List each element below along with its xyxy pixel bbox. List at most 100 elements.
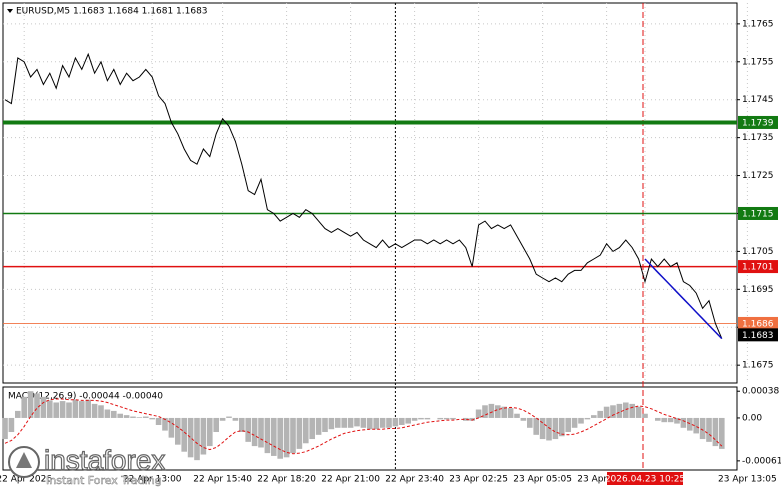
macd-bar bbox=[91, 403, 98, 418]
macd-bar bbox=[386, 417, 392, 428]
macd-bar bbox=[635, 406, 642, 418]
chart-title: EURUSD,M5 1.1683 1.1684 1.1681 1.1683 bbox=[16, 7, 208, 17]
macd-bar bbox=[117, 413, 123, 418]
macd-bar bbox=[309, 417, 315, 440]
x-tick-label: 22 Apr 18:20 bbox=[257, 475, 316, 485]
macd-bar bbox=[149, 417, 155, 420]
macd-bar bbox=[53, 402, 59, 418]
macd-bar bbox=[533, 417, 539, 435]
macd-bar bbox=[610, 405, 616, 418]
y-tick-label: 1.1695 bbox=[742, 285, 774, 295]
macd-bar bbox=[104, 409, 111, 418]
x-tick-label: 23 Apr 07:45 bbox=[577, 475, 636, 485]
x-tick-label: 22 Apr 15:40 bbox=[193, 475, 252, 485]
macd-bar bbox=[245, 417, 251, 442]
level-label-box bbox=[738, 206, 778, 220]
x-tick-label: 22 Apr 21:00 bbox=[321, 475, 380, 485]
macd-bar bbox=[143, 416, 149, 418]
macd-bar bbox=[443, 417, 450, 420]
macd-bar bbox=[424, 417, 431, 420]
macd-bar bbox=[642, 413, 648, 418]
level-label-box bbox=[738, 328, 778, 342]
macd-bar bbox=[379, 417, 386, 428]
macd-bar bbox=[469, 417, 475, 421]
macd-bar bbox=[98, 405, 104, 418]
macd-bar bbox=[501, 406, 507, 418]
macd-bar bbox=[399, 417, 405, 425]
macd-bar bbox=[155, 417, 162, 425]
macd-bar bbox=[450, 417, 456, 420]
macd-bar bbox=[194, 417, 200, 461]
macd-bar bbox=[213, 417, 219, 433]
y-tick-label: -0.00061 bbox=[742, 456, 781, 466]
watermark-brand: instaforex bbox=[44, 444, 165, 475]
macd-bar bbox=[527, 417, 533, 428]
macd-bar bbox=[72, 399, 79, 418]
macd-bar bbox=[565, 417, 571, 433]
macd-bar bbox=[21, 396, 27, 418]
y-tick-label: 0.00 bbox=[742, 413, 762, 423]
x-tick-label: 22 Apr 13:00 bbox=[123, 475, 182, 485]
macd-bar bbox=[578, 417, 584, 424]
level-label-box bbox=[738, 115, 778, 129]
macd-bar bbox=[680, 417, 687, 428]
y-tick-label: 0.00038 bbox=[742, 387, 779, 397]
menu-arrow[interactable] bbox=[7, 9, 13, 13]
macd-bar bbox=[514, 413, 520, 418]
macd-bar bbox=[360, 417, 367, 428]
highlight-box bbox=[607, 472, 683, 485]
macd-bar bbox=[495, 405, 501, 418]
macd-bar bbox=[693, 417, 699, 434]
macd-bar bbox=[629, 403, 635, 418]
logo-mark bbox=[16, 452, 32, 468]
level-label: 1.1686 bbox=[742, 319, 774, 329]
macd-bar bbox=[226, 416, 232, 418]
macd-bar bbox=[463, 417, 469, 421]
macd-bar bbox=[232, 417, 239, 421]
macd-bar bbox=[130, 416, 136, 418]
macd-bar bbox=[520, 417, 527, 421]
watermark: instaforex Instant Forex Trading bbox=[8, 444, 166, 487]
macd-bar bbox=[315, 417, 322, 435]
macd-bar bbox=[661, 417, 667, 423]
macd-bar bbox=[85, 399, 91, 418]
macd-bar bbox=[507, 408, 514, 418]
macd-bar bbox=[367, 417, 373, 430]
macd-bar bbox=[392, 417, 399, 427]
macd-bar bbox=[322, 417, 328, 433]
macd-bar bbox=[591, 415, 597, 418]
macd-bar bbox=[655, 417, 661, 421]
price-line bbox=[4, 52, 723, 339]
macd-bar bbox=[296, 417, 303, 449]
macd-bar bbox=[347, 417, 354, 428]
x-tick-label: 22 Apr 23:40 bbox=[385, 475, 444, 485]
level-label-box bbox=[738, 260, 778, 274]
macd-bar bbox=[258, 417, 264, 448]
macd-bar bbox=[175, 417, 181, 445]
macd-bar bbox=[712, 417, 719, 447]
macd-bar bbox=[603, 406, 610, 418]
macd-bar bbox=[27, 391, 34, 418]
x-tick-label-highlight: 2026.04.23 10:25 bbox=[605, 475, 685, 485]
macd-bar bbox=[79, 401, 85, 418]
macd-bar bbox=[251, 417, 258, 447]
y-tick-label: 1.1745 bbox=[742, 95, 774, 105]
macd-bar bbox=[34, 393, 40, 418]
macd-bar bbox=[290, 417, 296, 454]
signal-line bbox=[4, 398, 723, 455]
macd-bar bbox=[207, 417, 213, 447]
y-tick-label: 1.1765 bbox=[742, 19, 774, 29]
watermark-tagline: Instant Forex Trading bbox=[46, 474, 162, 487]
macd-bar bbox=[546, 417, 552, 441]
macd-bar bbox=[239, 417, 245, 433]
macd-bar bbox=[123, 415, 130, 418]
macd-bar bbox=[303, 417, 309, 444]
y-tick-label: 1.1705 bbox=[742, 247, 774, 257]
macd-bar bbox=[264, 417, 271, 454]
macd-bar bbox=[373, 417, 379, 430]
macd-bar bbox=[111, 410, 117, 418]
level-label: 1.1739 bbox=[742, 118, 774, 128]
macd-bar bbox=[59, 401, 66, 418]
macd-bar bbox=[187, 417, 194, 458]
